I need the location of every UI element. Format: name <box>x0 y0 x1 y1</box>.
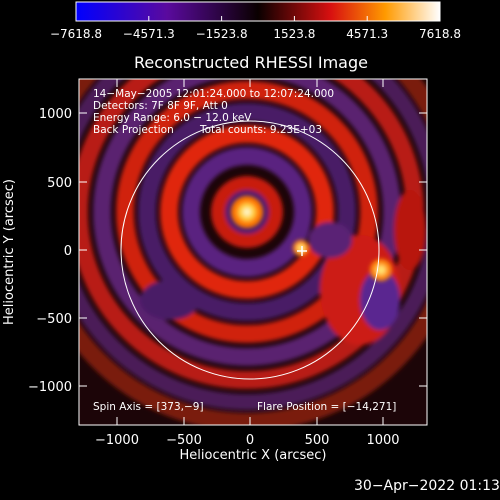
y-tick-label: 500 <box>47 176 72 191</box>
method-text: Back Projection <box>93 124 174 136</box>
x-tick-label: 500 <box>305 433 330 448</box>
colorbar-tick-label: −1523.8 <box>196 27 248 41</box>
energy-range-text: Energy Range: 6.0 − 12.0 keV <box>93 112 252 124</box>
colorbar-tick-label: 7618.8 <box>419 27 461 41</box>
colorbar-tick-label: 4571.3 <box>346 27 388 41</box>
plot-title: Reconstructed RHESSI Image <box>134 53 368 72</box>
colorbar-tick-label: −4571.3 <box>123 27 175 41</box>
x-axis-label: Heliocentric X (arcsec) <box>180 448 327 463</box>
timestamp: 30−Apr−2022 01:13 <box>354 478 500 494</box>
spin-axis-text: Spin Axis = [373,−9] <box>93 401 204 413</box>
total-counts-text: Total counts: 9.23E+03 <box>199 124 322 136</box>
image-map <box>79 79 427 425</box>
x-tick-label: −1000 <box>95 433 139 448</box>
solar-limb <box>120 120 380 380</box>
colorbar-tick-label: 1523.8 <box>273 27 315 41</box>
y-tick-label: −500 <box>36 312 72 327</box>
y-tick-label: 0 <box>64 244 72 259</box>
x-tick-label: −500 <box>166 433 202 448</box>
colorbar <box>75 1 441 22</box>
y-ticks <box>79 112 427 387</box>
y-tick-label: 1000 <box>39 107 72 122</box>
time-range-text: 14−May−2005 12:01:24.000 to 12:07:24.000 <box>93 88 334 100</box>
y-tick-label: −1000 <box>28 380 72 395</box>
flare-position-text: Flare Position = [−14,271] <box>257 401 396 413</box>
x-ticks <box>116 79 384 425</box>
colorbar-tick-label: −7618.8 <box>50 27 102 41</box>
colorbar-ticks <box>75 16 441 21</box>
y-axis-label: Heliocentric Y (arcsec) <box>2 179 17 325</box>
spin-axis-marker <box>297 246 307 256</box>
x-tick-label: 1000 <box>366 433 399 448</box>
detectors-text: Detectors: 7F 8F 9F, Att 0 <box>93 100 228 112</box>
plot-frame <box>78 78 428 426</box>
x-tick-label: 0 <box>246 433 254 448</box>
